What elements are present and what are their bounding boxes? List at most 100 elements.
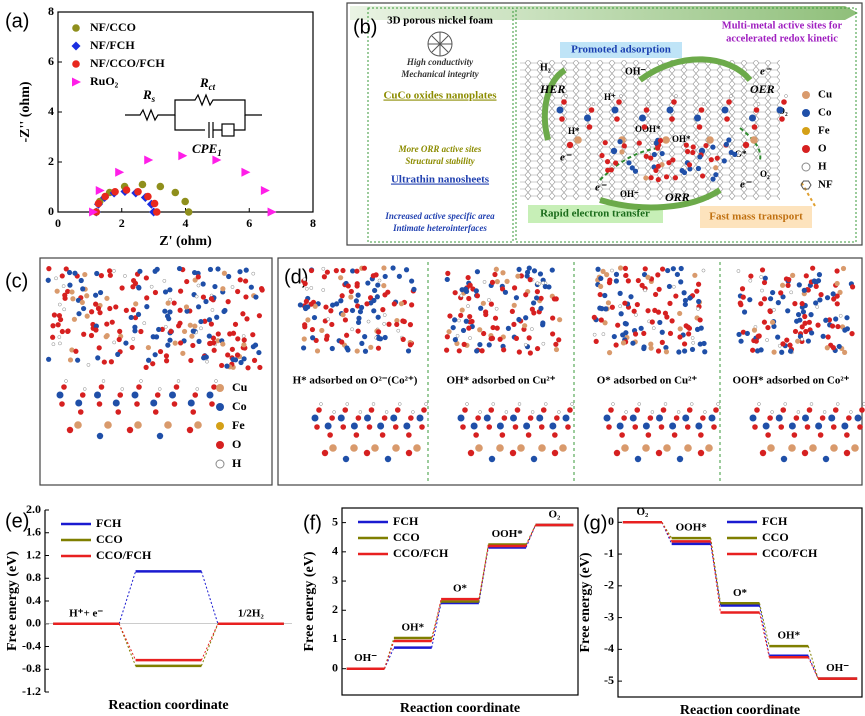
atom — [211, 384, 217, 390]
atom — [302, 305, 309, 311]
atom — [95, 355, 101, 361]
atom — [145, 344, 151, 351]
atom — [703, 410, 707, 414]
atom — [761, 296, 768, 302]
atom — [765, 432, 771, 438]
connector — [661, 522, 673, 545]
atom — [597, 291, 603, 298]
atom — [221, 308, 227, 315]
atom — [616, 99, 622, 105]
legend-label: FCH — [762, 514, 788, 528]
data-point — [94, 199, 103, 208]
atom — [241, 342, 247, 348]
atom — [553, 346, 560, 353]
atom — [796, 282, 802, 288]
atom — [88, 332, 95, 339]
atom — [674, 271, 680, 278]
atom — [364, 414, 371, 422]
atom — [116, 336, 122, 343]
atom — [790, 272, 796, 278]
atom — [457, 414, 465, 422]
atom — [500, 270, 506, 276]
atom — [617, 139, 623, 145]
atom — [313, 337, 319, 344]
atom — [314, 424, 320, 430]
atom — [405, 449, 413, 457]
box — [700, 206, 812, 228]
atom — [152, 289, 159, 296]
x-axis-label: Reaction coordinate — [400, 701, 520, 716]
atom — [776, 106, 784, 114]
atom — [834, 280, 840, 287]
reaction-label: ORR — [665, 190, 690, 204]
atom — [51, 312, 58, 318]
atom — [316, 407, 322, 413]
atom — [710, 144, 716, 150]
atom — [676, 455, 684, 463]
atom — [515, 273, 521, 279]
atom — [701, 268, 706, 273]
atom — [538, 305, 544, 311]
atom — [608, 167, 614, 173]
atom — [210, 335, 217, 341]
atom — [784, 337, 790, 343]
atom — [686, 162, 693, 168]
atom — [614, 116, 620, 122]
atom — [788, 444, 796, 452]
atom — [483, 414, 491, 422]
atom — [338, 275, 344, 281]
atom — [343, 307, 349, 313]
atom — [107, 272, 113, 278]
legend-label: H — [818, 161, 827, 173]
circuit-symbol: CPE — [192, 141, 218, 156]
atom — [817, 297, 823, 303]
connector — [807, 655, 819, 679]
atom — [319, 327, 325, 334]
atom — [805, 338, 811, 344]
y-tick-label: -5 — [604, 673, 614, 687]
atom — [165, 300, 171, 306]
atom — [385, 289, 391, 295]
y-tick-label: 0 — [48, 204, 54, 218]
legend-label: CCO — [762, 530, 789, 544]
atom — [241, 337, 247, 343]
atom — [251, 271, 256, 276]
scheme-title: Multi-metal active sites for — [722, 20, 843, 31]
arrow — [739, 127, 762, 161]
atom — [458, 312, 464, 319]
atom — [326, 317, 330, 322]
atom — [642, 444, 650, 452]
atom — [511, 321, 517, 327]
atom — [409, 278, 415, 284]
atom — [595, 266, 601, 272]
atom — [631, 308, 637, 314]
atom — [377, 422, 385, 430]
y-tick-label: 4 — [332, 544, 338, 558]
atom — [678, 265, 684, 272]
atom — [694, 288, 700, 294]
atom — [89, 309, 95, 315]
atom — [380, 307, 386, 313]
atom — [540, 277, 546, 283]
panel-frame — [277, 257, 863, 486]
atom — [815, 305, 820, 309]
atom — [135, 311, 142, 318]
data-point — [181, 197, 189, 206]
atom — [167, 337, 173, 343]
data-point — [260, 186, 270, 195]
atom — [844, 326, 850, 332]
legend-label: FCH — [96, 516, 122, 530]
atom — [486, 342, 492, 348]
circuit-subscript: ct — [209, 82, 216, 92]
legend-label: CCO/FCH — [762, 546, 818, 560]
atom — [655, 177, 661, 183]
atom — [634, 407, 641, 413]
atom — [557, 410, 561, 414]
atom — [844, 315, 850, 321]
atom — [310, 335, 316, 341]
atom — [314, 348, 321, 354]
atom — [602, 140, 608, 146]
atom — [107, 305, 113, 312]
atom — [364, 301, 370, 307]
atom — [159, 326, 165, 333]
